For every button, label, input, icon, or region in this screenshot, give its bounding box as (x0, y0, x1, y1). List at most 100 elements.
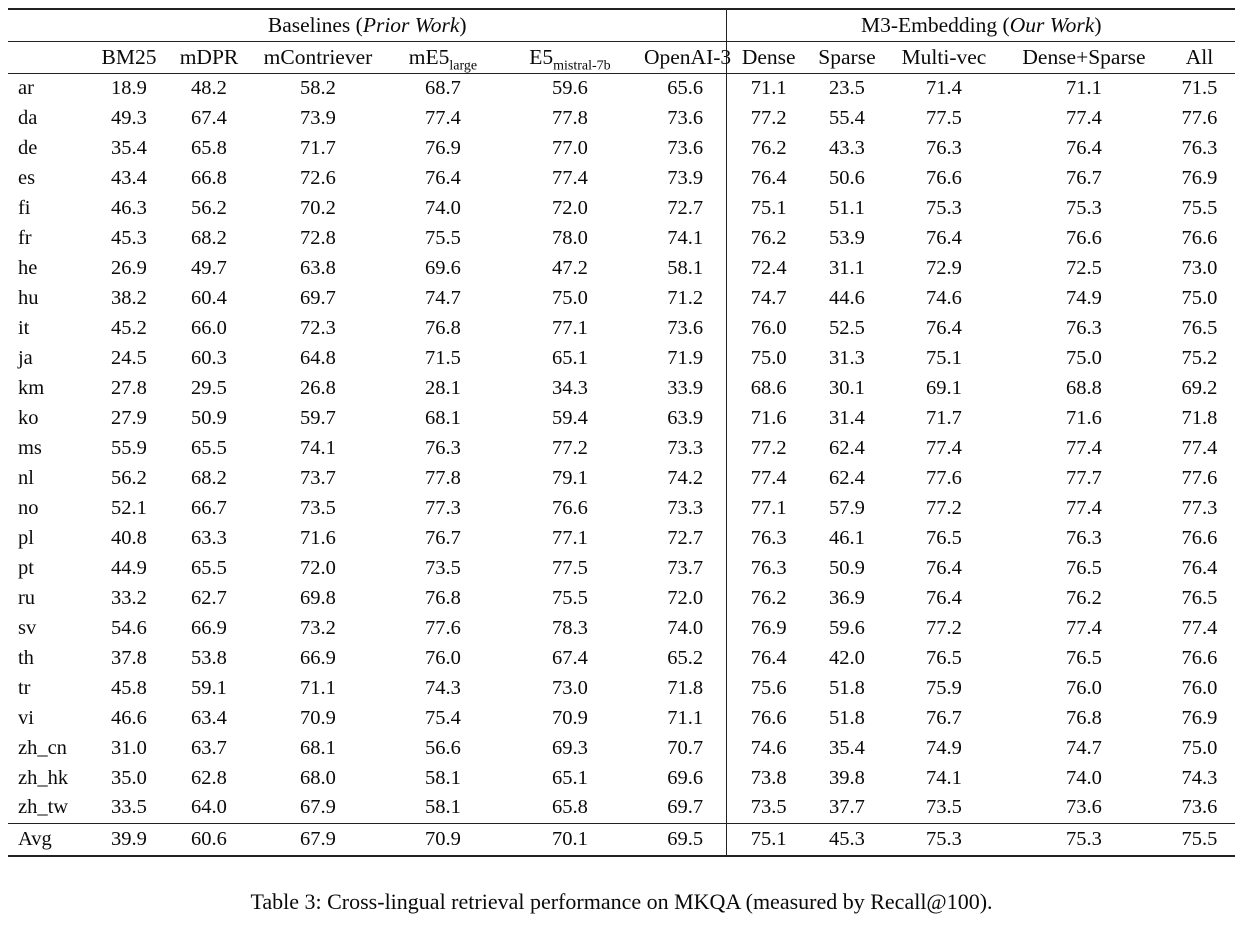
row-label: pt (17, 556, 34, 579)
cell: 74.0 (425, 196, 461, 219)
cell: 56.6 (425, 736, 461, 759)
cell: 45.2 (111, 316, 147, 339)
cell: 77.2 (926, 616, 962, 639)
cell: 71.4 (926, 76, 962, 99)
cell: 77.7 (1066, 466, 1102, 489)
cell: 71.8 (1181, 406, 1218, 429)
cell: 73.6 (1181, 796, 1218, 819)
cell: 73.8 (726, 763, 810, 793)
cell: 76.8 (425, 316, 461, 339)
cell: 73.5 (425, 556, 461, 579)
cell: 77.5 (552, 556, 588, 579)
group-header-m3-embedding: M3-Embedding (Our Work) (726, 8, 1236, 42)
cell: 72.3 (300, 316, 336, 339)
cell: 71.6 (1066, 406, 1102, 429)
table-row: sv 54.6 66.9 73.2 77.6 78.3 74.0 76.9 59.6 77.2 77… (8, 613, 1235, 643)
cell: 76.4 (425, 166, 461, 189)
cell: 45.3 (809, 822, 884, 857)
cell: 69.6 (667, 766, 704, 789)
table-row: ar 18.9 48.2 58.2 68.7 59.6 65.6 71.1 23.5 71.4 71… (8, 73, 1235, 103)
cell: 71.7 (300, 136, 336, 159)
column-header-mdpr: mDPR (171, 41, 246, 74)
cell: 49.3 (111, 106, 147, 129)
cell: 71.1 (1066, 76, 1102, 99)
cell: 71.2 (667, 286, 704, 309)
cell: 76.6 (1181, 226, 1218, 249)
cell: 72.0 (300, 556, 336, 579)
table-row: th 37.8 53.8 66.9 76.0 67.4 65.2 76.4 42.0 76.5 76… (8, 643, 1235, 673)
cell: 72.7 (667, 196, 704, 219)
cell: 65.5 (191, 556, 227, 579)
cell: 75.5 (1163, 822, 1236, 857)
group-label-italic: Our Work (1009, 12, 1095, 37)
cell: 77.5 (926, 106, 962, 129)
group-header-row: Baselines (Prior Work) M3-Embedding (Our… (7, 8, 1236, 42)
cell: 72.7 (667, 526, 704, 549)
cell: 76.8 (1066, 706, 1102, 729)
cell: 75.0 (552, 286, 588, 309)
cell: 66.8 (191, 166, 227, 189)
cell: 76.4 (926, 316, 962, 339)
cell: 63.7 (191, 736, 227, 759)
cell: 77.3 (425, 496, 461, 519)
cell: 58.1 (425, 796, 461, 819)
cell: 45.3 (111, 226, 147, 249)
cell: 76.6 (1181, 646, 1218, 669)
cell: 37.8 (111, 646, 147, 669)
cell: 77.4 (1181, 436, 1218, 459)
cell: 74.9 (1066, 286, 1102, 309)
table-row: km 27.8 29.5 26.8 28.1 34.3 33.9 68.6 30.1 69.1 68… (8, 373, 1235, 403)
cell: 72.6 (300, 166, 336, 189)
group-label-suffix: ) (1094, 12, 1102, 37)
cell: 76.2 (726, 223, 810, 253)
cell: 27.9 (111, 406, 147, 429)
cell: 75.6 (726, 673, 810, 703)
results-table: Baselines (Prior Work) M3-Embedding (Our… (7, 8, 1236, 857)
cell: 18.9 (111, 76, 147, 99)
cell: 46.1 (829, 526, 865, 549)
cell: 73.3 (667, 496, 704, 519)
cell: 71.6 (300, 526, 336, 549)
cell: 39.9 (85, 822, 172, 857)
cell: 76.3 (926, 136, 962, 159)
cell: 33.2 (111, 586, 147, 609)
cell: 76.0 (1181, 676, 1218, 699)
column-header-multi-vec: Multi-vec (883, 41, 1004, 74)
cell: 77.2 (726, 103, 810, 133)
cell: 63.8 (300, 256, 336, 279)
cell: 56.2 (191, 196, 227, 219)
cell: 70.9 (552, 706, 588, 729)
cell: 76.5 (926, 646, 962, 669)
cell: 69.7 (667, 796, 704, 819)
cell: 76.3 (1066, 316, 1102, 339)
group-label-italic: Prior Work (362, 12, 460, 37)
row-label: km (17, 376, 45, 399)
column-header-row: BM25 mDPR mContriever mE5large E5mistral-7b O… (7, 41, 1236, 74)
cell: 76.4 (926, 226, 962, 249)
avg-row: Avg 39.9 60.6 67.9 70.9 70.1 69.5 75.1 45.3 75.3 7… (7, 822, 1236, 857)
cell: 54.6 (111, 616, 147, 639)
cell: 59.6 (552, 76, 588, 99)
cell: 75.1 (726, 193, 810, 223)
row-label: pl (17, 526, 34, 549)
cell: 76.7 (1066, 166, 1102, 189)
table-row: es 43.4 66.8 72.6 76.4 77.4 73.9 76.4 50.6 76.6 76… (8, 163, 1235, 193)
row-label: Avg (7, 822, 86, 857)
cell: 64.8 (300, 346, 336, 369)
table-row: zh_hk 35.0 62.8 68.0 58.1 65.1 69.6 73.8 39.8 74.… (8, 763, 1235, 793)
cell: 75.5 (1181, 196, 1218, 219)
row-label: fr (17, 226, 32, 249)
cell: 73.9 (667, 166, 704, 189)
cell: 75.1 (926, 346, 962, 369)
cell: 51.8 (829, 676, 865, 699)
row-label: sv (17, 616, 37, 639)
cell: 68.0 (300, 766, 336, 789)
cell: 53.8 (191, 646, 227, 669)
cell: 75.5 (425, 226, 461, 249)
table-row: nl 56.2 68.2 73.7 77.8 79.1 74.2 77.4 62.4 77.6 77… (8, 463, 1235, 493)
cell: 23.5 (829, 76, 865, 99)
cell: 55.9 (111, 436, 147, 459)
cell: 66.0 (191, 316, 227, 339)
cell: 58.1 (667, 256, 704, 279)
cell: 74.1 (926, 766, 962, 789)
